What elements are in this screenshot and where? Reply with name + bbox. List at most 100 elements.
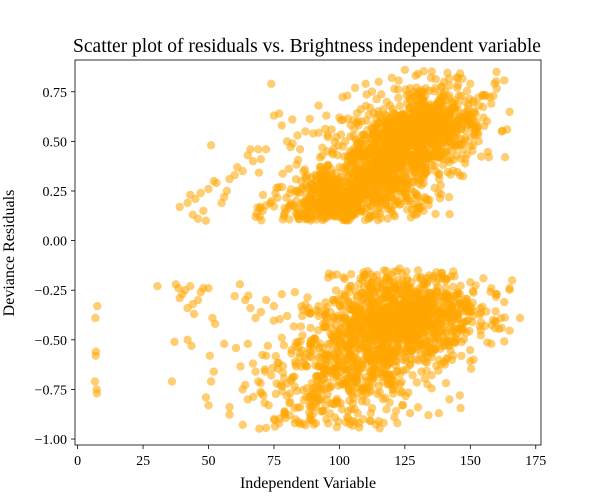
scatter-point xyxy=(346,120,355,130)
scatter-point xyxy=(400,325,409,334)
scatter-point xyxy=(274,183,283,192)
scatter-point xyxy=(350,417,360,426)
scatter-point xyxy=(489,91,498,101)
scatter-point xyxy=(325,182,335,191)
scatter-point xyxy=(404,388,413,397)
scatter-point xyxy=(340,292,350,301)
y-tick-label: 0.25 xyxy=(43,185,68,200)
scatter-point xyxy=(500,76,509,85)
scatter-point xyxy=(381,151,390,161)
scatter-point xyxy=(399,299,408,308)
scatter-point xyxy=(335,325,345,334)
scatter-point xyxy=(357,139,366,149)
scatter-point xyxy=(204,184,213,194)
x-tick-label: 100 xyxy=(329,454,350,469)
scatter-point xyxy=(193,214,203,223)
scatter-point xyxy=(296,322,306,331)
scatter-point xyxy=(335,300,344,310)
scatter-point xyxy=(505,107,514,117)
scatter-point xyxy=(402,282,411,291)
scatter-point xyxy=(361,79,370,89)
scatter-point xyxy=(295,145,305,154)
scatter-point xyxy=(253,203,262,212)
scatter-point xyxy=(372,183,381,193)
scatter-point xyxy=(477,152,486,161)
scatter-point xyxy=(311,393,321,402)
scatter-point xyxy=(364,317,373,326)
scatter-point xyxy=(431,74,440,84)
scatter-point xyxy=(413,202,423,211)
scatter-point xyxy=(405,409,415,418)
scatter-point xyxy=(342,343,352,352)
scatter-point xyxy=(394,93,403,103)
scatter-point xyxy=(314,101,323,110)
scatter-point xyxy=(254,168,264,177)
scatter-point xyxy=(508,276,517,285)
scatter-point xyxy=(446,319,455,328)
scatter-point xyxy=(420,374,429,383)
x-tick-label: 175 xyxy=(525,454,546,469)
scatter-point xyxy=(379,418,388,427)
scatter-point xyxy=(323,133,333,142)
scatter-point xyxy=(397,116,406,126)
scatter-point xyxy=(370,175,379,185)
scatter-point xyxy=(316,371,326,381)
scatter-point xyxy=(286,389,295,398)
scatter-point xyxy=(256,307,266,317)
scatter-point xyxy=(466,357,475,366)
scatter-point xyxy=(248,157,258,166)
x-axis: 0 25 50 75 100 125 150 175 xyxy=(74,445,546,469)
scatter-point xyxy=(93,301,102,311)
scatter-point xyxy=(411,343,420,352)
scatter-point xyxy=(271,389,280,399)
scatter-point xyxy=(404,103,413,113)
scatter-point xyxy=(332,366,341,375)
scatter-point xyxy=(378,394,388,404)
scatter-point xyxy=(380,298,389,307)
scatter-point xyxy=(330,188,339,197)
scatter-point xyxy=(319,364,328,373)
scatter-point xyxy=(414,105,423,114)
scatter-point xyxy=(300,172,310,182)
scatter-point xyxy=(428,128,437,137)
scatter-point xyxy=(248,359,258,368)
x-tick-label: 150 xyxy=(460,454,481,469)
scatter-point xyxy=(257,216,266,225)
scatter-point xyxy=(382,288,391,297)
scatter-point xyxy=(321,311,330,320)
scatter-point xyxy=(398,366,408,375)
scatter-point xyxy=(351,170,360,179)
scatter-point xyxy=(431,112,440,121)
scatter-point xyxy=(231,343,241,353)
scatter-point xyxy=(416,160,425,169)
scatter-point xyxy=(167,377,177,386)
y-tick-label: 0.00 xyxy=(43,235,68,250)
scatter-point xyxy=(373,216,383,225)
scatter-point xyxy=(433,101,442,110)
scatter-point xyxy=(201,393,211,402)
scatter-point xyxy=(436,312,446,321)
scatter-point xyxy=(282,311,292,321)
scatter-point xyxy=(476,331,485,340)
scatter-point xyxy=(402,267,411,276)
scatter-point xyxy=(372,284,382,293)
scatter-point xyxy=(392,159,401,168)
scatter-point xyxy=(349,132,358,141)
scatter-point xyxy=(350,83,360,93)
scatter-point xyxy=(308,416,317,425)
scatter-point xyxy=(505,285,514,294)
scatter-point xyxy=(271,351,280,361)
scatter-point xyxy=(204,401,213,410)
scatter-point xyxy=(225,410,234,419)
scatter-point xyxy=(384,126,393,135)
scatter-point xyxy=(417,310,426,319)
scatter-point xyxy=(375,202,384,212)
scatter-point xyxy=(334,417,343,426)
scatter-point xyxy=(491,292,501,301)
scatter-point xyxy=(257,389,266,398)
scatter-point xyxy=(275,109,284,118)
scatter-point xyxy=(347,269,356,279)
scatter-point xyxy=(314,353,323,362)
scatter-point xyxy=(454,91,464,100)
scatter-point xyxy=(419,67,428,76)
